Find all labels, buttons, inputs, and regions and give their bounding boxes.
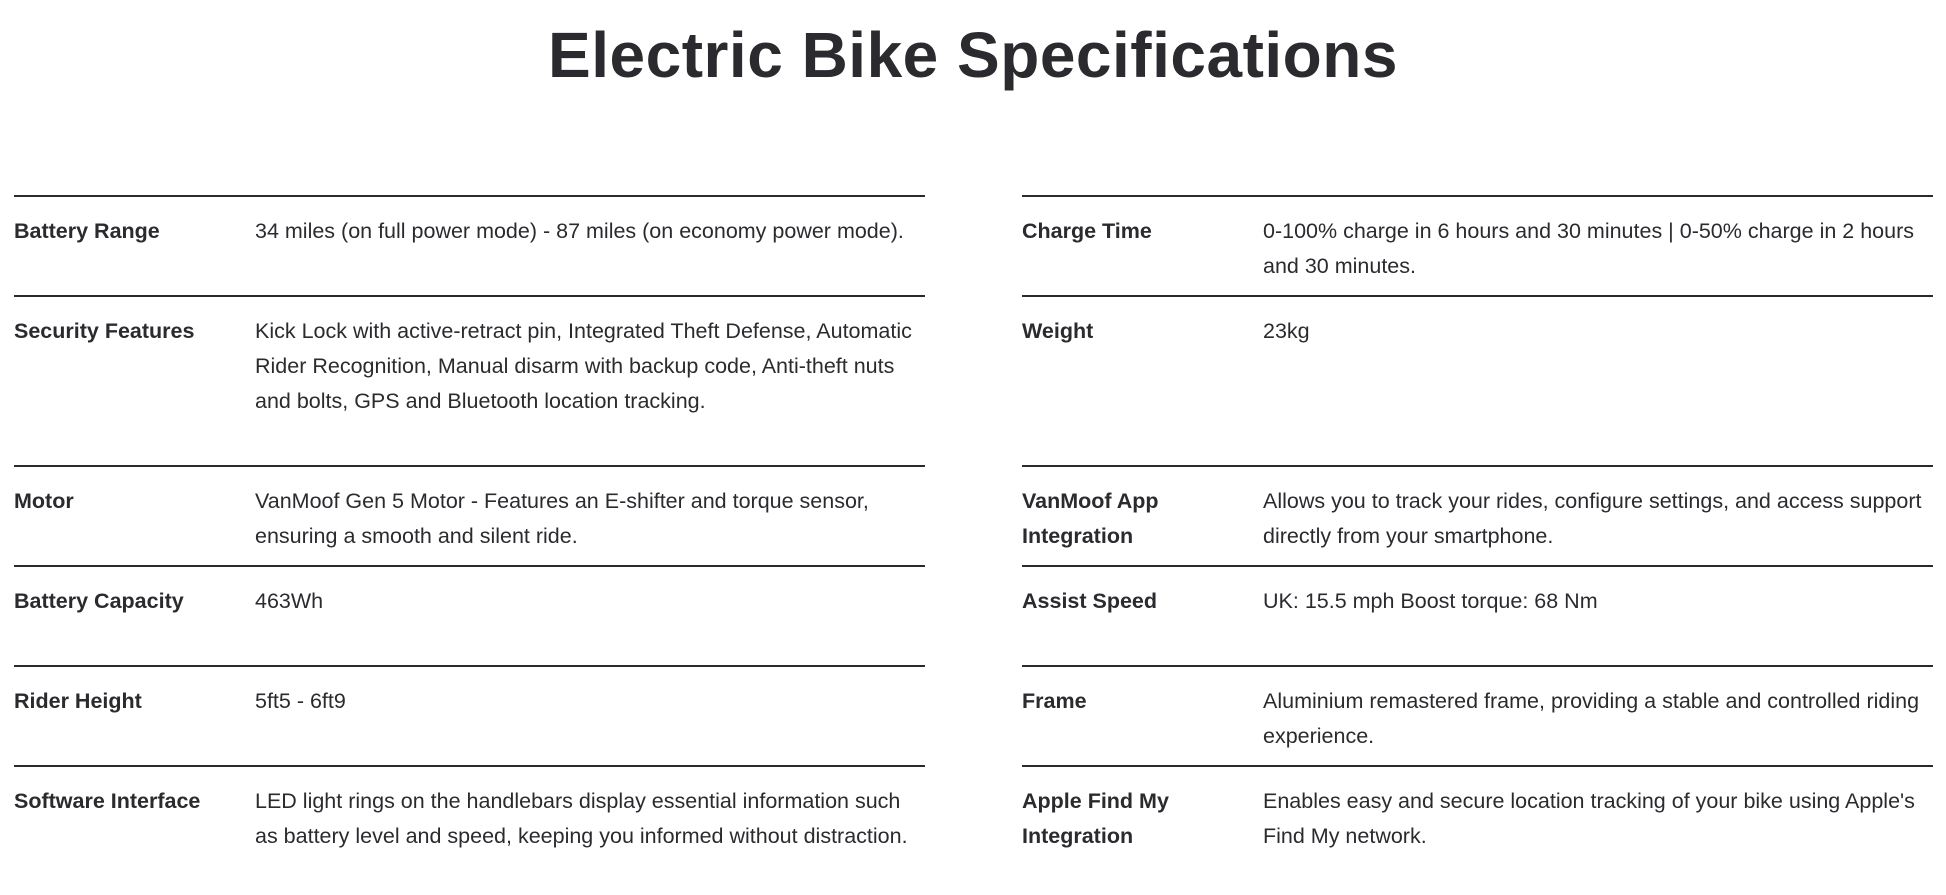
spec-row: Security Features Kick Lock with active-r… xyxy=(14,295,925,465)
spec-row: Frame Aluminium remastered frame, providi… xyxy=(1022,665,1933,765)
spec-value: UK: 15.5 mph Boost torque: 68 Nm xyxy=(1263,589,1598,613)
spec-value: 0-100% charge in 6 hours and 30 minutes … xyxy=(1263,219,1914,278)
spec-row: Rider Height 5ft5 - 6ft9 xyxy=(14,665,925,765)
spec-row: Apple Find My Integration Enables easy an… xyxy=(1022,765,1933,895)
spec-row: Weight 23kg xyxy=(1022,295,1933,465)
spec-label: Battery Range xyxy=(14,219,160,243)
spec-label: Battery Capacity xyxy=(14,589,184,613)
specs-table-left: Battery Range 34 miles (on full power mod… xyxy=(14,195,925,895)
spec-value: 5ft5 - 6ft9 xyxy=(255,689,346,713)
spec-label: Apple Find My Integration xyxy=(1022,789,1169,848)
spec-label: Rider Height xyxy=(14,689,142,713)
spec-label: Software Interface xyxy=(14,789,201,813)
spec-row: Assist Speed UK: 15.5 mph Boost torque: 6… xyxy=(1022,565,1933,665)
spec-label: VanMoof App Integration xyxy=(1022,489,1159,548)
spec-label: Charge Time xyxy=(1022,219,1152,243)
spec-label: Assist Speed xyxy=(1022,589,1158,613)
spec-label: Weight xyxy=(1022,319,1094,343)
spec-label: Motor xyxy=(14,489,74,513)
spec-value: Allows you to track your rides, configur… xyxy=(1263,489,1922,548)
spec-value: VanMoof Gen 5 Motor - Features an E-shif… xyxy=(255,489,869,548)
spec-value: 463Wh xyxy=(255,589,324,613)
spec-value: Enables easy and secure location trackin… xyxy=(1263,789,1915,848)
spec-row: Software Interface LED light rings on the… xyxy=(14,765,925,895)
spec-value: Kick Lock with active-retract pin, Integ… xyxy=(255,319,912,413)
spec-row: Motor VanMoof Gen 5 Motor - Features an E… xyxy=(14,465,925,565)
specs-table-right: Charge Time 0-100% charge in 6 hours and … xyxy=(1022,195,1933,895)
spec-value: Aluminium remastered frame, providing a … xyxy=(1263,689,1920,748)
spec-row: Charge Time 0-100% charge in 6 hours and … xyxy=(1022,195,1933,295)
spec-row: Battery Range 34 miles (on full power mod… xyxy=(14,195,925,295)
spec-value: 34 miles (on full power mode) - 87 miles… xyxy=(255,219,904,243)
spec-label: Frame xyxy=(1022,689,1087,713)
page-title: Electric Bike Specifications xyxy=(548,19,1398,91)
spec-value: LED light rings on the handlebars displa… xyxy=(255,789,908,848)
spec-label: Security Features xyxy=(14,319,195,343)
spec-value: 23kg xyxy=(1263,319,1310,343)
spec-row: VanMoof App Integration Allows you to tra… xyxy=(1022,465,1933,565)
spec-row: Battery Capacity 463Wh xyxy=(14,565,925,665)
